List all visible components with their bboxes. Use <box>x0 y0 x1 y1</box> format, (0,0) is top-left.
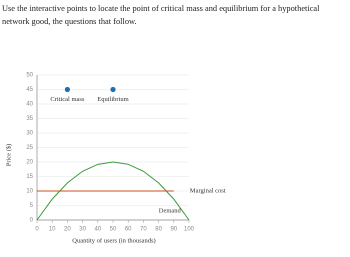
x-tick-label: 60 <box>125 227 132 233</box>
point-label: Critical mass <box>50 96 85 103</box>
x-tick-label: 30 <box>79 227 86 233</box>
x-tick-label: 40 <box>94 227 101 233</box>
series-line <box>36 161 190 221</box>
y-tick-label: 10 <box>26 189 33 195</box>
y-tick-label: 35 <box>26 116 33 122</box>
y-tick-label: 0 <box>30 218 34 224</box>
series-label: Demand <box>159 208 182 215</box>
x-tick-label: 90 <box>170 227 177 233</box>
y-tick-label: 45 <box>26 87 33 93</box>
x-tick-label: 70 <box>140 227 147 233</box>
x-axis-label: Quantity of users (in thousands) <box>72 237 155 244</box>
y-axis-label: Price ($) <box>5 144 12 167</box>
y-tick-label: 15 <box>26 174 33 180</box>
x-tick-label: 50 <box>110 227 117 233</box>
y-tick-label: 30 <box>26 131 33 137</box>
interactive-point[interactable] <box>110 86 116 93</box>
interactive-point[interactable] <box>64 86 70 93</box>
y-tick-label: 50 <box>26 73 33 79</box>
x-tick-label: 20 <box>64 227 71 233</box>
x-tick-label: 100 <box>184 227 195 233</box>
x-tick-label: 10 <box>49 227 56 233</box>
y-tick-label: 20 <box>26 160 33 166</box>
x-tick-label: 80 <box>155 227 162 233</box>
y-tick-label: 5 <box>30 203 34 209</box>
y-tick-label: 25 <box>26 145 33 151</box>
instructions: Use the interactive points to locate the… <box>2 4 320 26</box>
series-label: Marginal cost <box>190 187 226 194</box>
y-tick-label: 40 <box>26 102 33 108</box>
x-tick-label: 0 <box>35 227 39 233</box>
point-label: Equilibrium <box>97 96 128 103</box>
